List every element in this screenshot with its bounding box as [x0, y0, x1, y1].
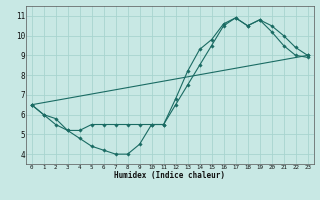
X-axis label: Humidex (Indice chaleur): Humidex (Indice chaleur) — [114, 171, 225, 180]
